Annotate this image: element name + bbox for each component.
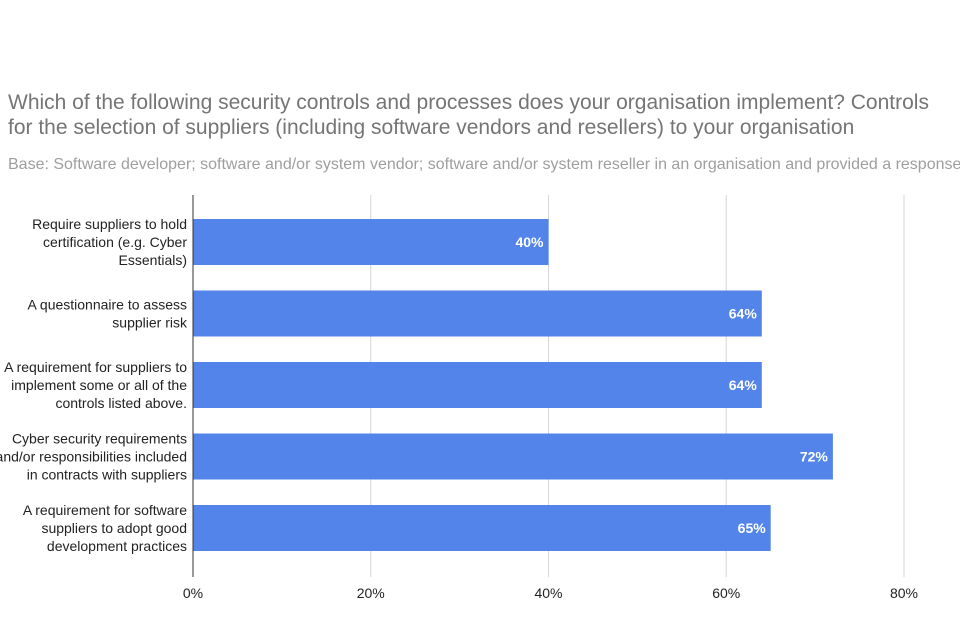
bar-3 — [193, 362, 762, 408]
category-label-4: Cyber security requirements and/or respon… — [0, 431, 187, 483]
bar-5 — [193, 505, 771, 551]
category-label-5: A requirement for software suppliers to a… — [23, 502, 187, 554]
x-tick-label-60: 60% — [712, 585, 740, 601]
x-tick-label-80: 80% — [890, 585, 918, 601]
category-label-3: A requirement for suppliers to implement … — [4, 359, 187, 411]
x-tick-label-0: 0% — [183, 585, 203, 601]
chart-title: Which of the following security controls… — [8, 91, 929, 139]
x-axis-tick-labels: 0% 20% 40% 60% 80% — [183, 585, 918, 601]
data-label-2: 64% — [729, 306, 758, 322]
bars — [193, 219, 833, 551]
data-label-5: 65% — [738, 520, 767, 536]
data-label-4: 72% — [800, 449, 829, 465]
category-labels: Require suppliers to hold certification (… — [0, 216, 188, 554]
bar-4 — [193, 433, 833, 480]
data-label-3: 64% — [729, 377, 758, 393]
category-label-1: Require suppliers to hold certification (… — [32, 216, 187, 268]
data-labels: 40% 64% 64% 72% 65% — [515, 234, 828, 536]
bar-2 — [193, 290, 762, 337]
chart-subtitle: Base: Software developer; software and/o… — [8, 156, 960, 173]
x-tick-label-40: 40% — [534, 585, 562, 601]
data-label-1: 40% — [515, 234, 544, 250]
category-label-2: A questionnaire to assess supplier risk — [27, 297, 188, 331]
x-tick-label-20: 20% — [357, 585, 385, 601]
bar-1 — [193, 219, 549, 265]
